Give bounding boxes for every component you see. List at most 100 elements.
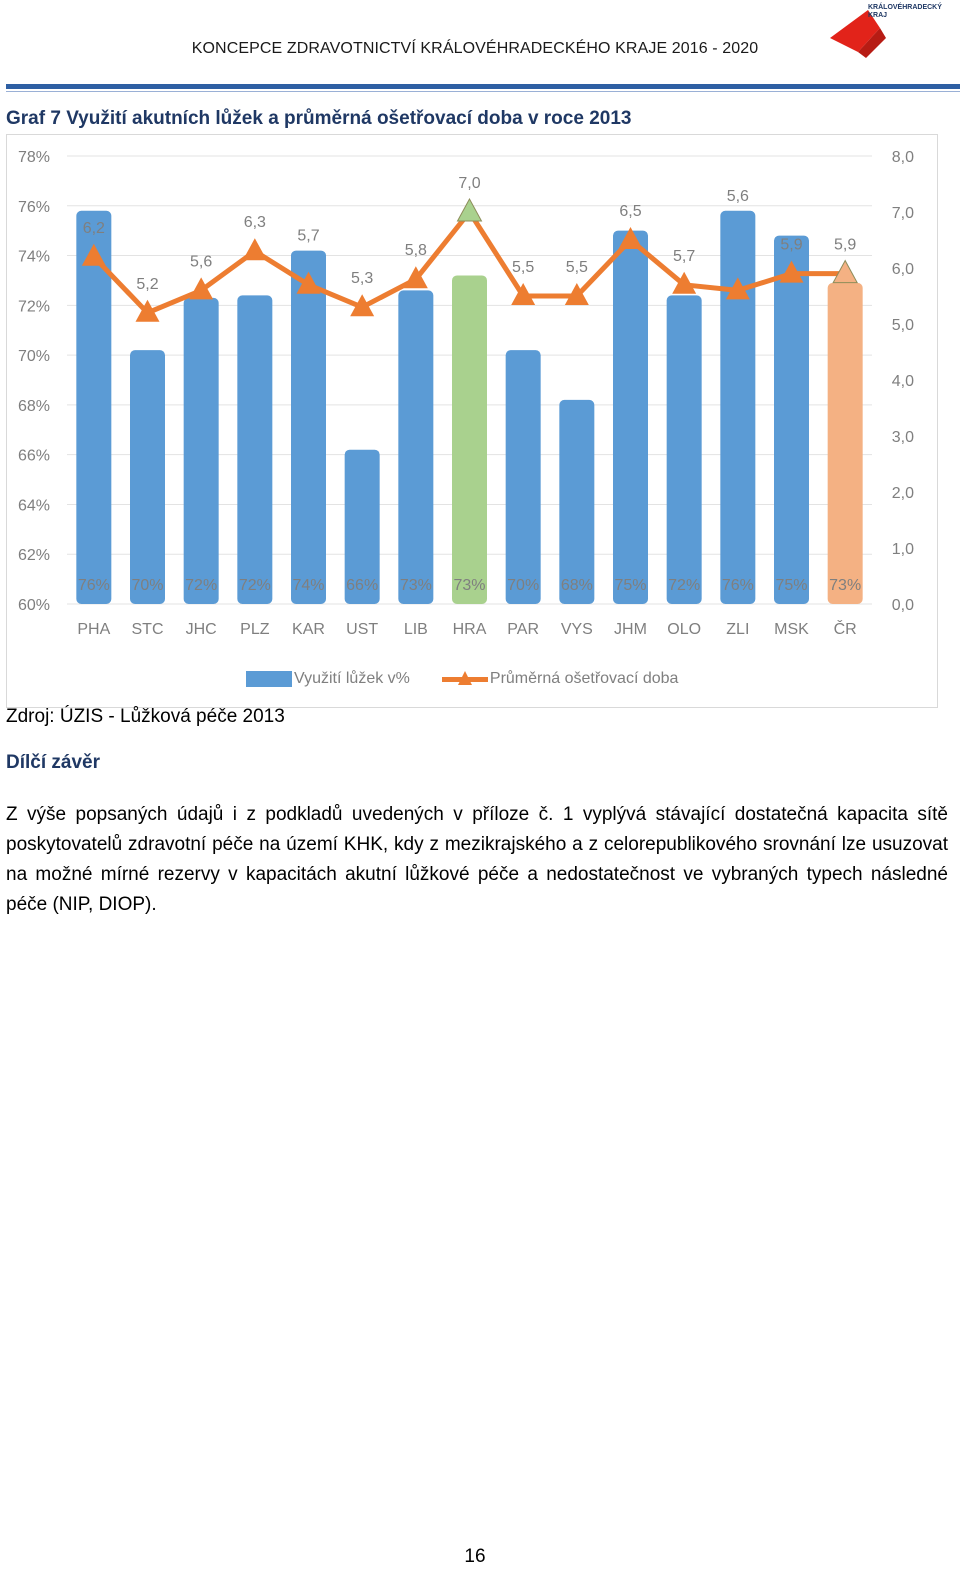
line-data-label: 5,9 bbox=[834, 237, 856, 254]
bar-data-label: 72% bbox=[185, 577, 217, 594]
y-right-tick-label: 8,0 bbox=[892, 149, 914, 166]
y-left-tick-label: 62% bbox=[18, 547, 50, 564]
line-data-label: 6,5 bbox=[619, 203, 641, 220]
bar bbox=[827, 282, 863, 604]
logo-text-line2: KRAJ bbox=[868, 12, 887, 19]
line-marker bbox=[135, 299, 160, 322]
y-left-tick-label: 74% bbox=[18, 249, 50, 266]
y-right-tick-label: 3,0 bbox=[892, 429, 914, 446]
line-data-label: 6,3 bbox=[244, 214, 266, 231]
line-marker bbox=[296, 271, 321, 294]
bar-data-label: 72% bbox=[668, 577, 700, 594]
y-left-tick-label: 66% bbox=[18, 448, 50, 465]
section-heading: Dílčí závěr bbox=[6, 752, 100, 773]
line-marker bbox=[403, 266, 428, 289]
line-data-label: 5,5 bbox=[512, 259, 534, 276]
chart-source: Zdroj: ÚZIS - Lůžková péče 2013 bbox=[6, 706, 285, 727]
y-right-tick-label: 4,0 bbox=[892, 373, 914, 390]
line-marker bbox=[618, 227, 643, 249]
bar-data-label: 73% bbox=[829, 577, 861, 594]
line-marker bbox=[81, 243, 106, 266]
line-marker bbox=[779, 260, 804, 283]
bar-data-label: 73% bbox=[400, 577, 432, 594]
line-data-label: 5,7 bbox=[673, 248, 695, 265]
x-tick-label: PHA bbox=[77, 621, 110, 638]
line-data-label: 5,7 bbox=[297, 228, 319, 245]
line-marker bbox=[832, 259, 859, 284]
line-marker bbox=[564, 283, 589, 305]
x-tick-label: JHM bbox=[614, 621, 647, 638]
legend-item-bars: Využití lůžek v% bbox=[246, 670, 410, 688]
y-left-tick-label: 60% bbox=[18, 597, 50, 614]
legend-label-bars: Využití lůžek v% bbox=[294, 670, 410, 687]
line-data-label: 5,6 bbox=[190, 253, 212, 270]
line-data-label: 5,5 bbox=[566, 259, 588, 276]
y-left-tick-label: 64% bbox=[18, 497, 50, 514]
chart: 60% 62% 64% 66% 68% 70% 72% 74% 76% 78% 0,0 1,0 2,0 3… bbox=[18, 149, 914, 638]
bar bbox=[720, 210, 756, 604]
x-tick-label: KAR bbox=[292, 621, 325, 638]
y-left-tick-label: 76% bbox=[18, 199, 50, 216]
y-left-tick-label: 78% bbox=[18, 149, 50, 166]
page-number: 16 bbox=[464, 1546, 486, 1567]
y-right-tick-label: 0,0 bbox=[892, 597, 914, 614]
line-data-label: 7,0 bbox=[458, 175, 480, 192]
x-tick-label: UST bbox=[346, 621, 378, 638]
bar bbox=[237, 295, 273, 604]
bar bbox=[774, 235, 809, 604]
x-tick-label: PLZ bbox=[240, 621, 270, 638]
bar-data-label: 75% bbox=[614, 577, 646, 594]
x-tick-label: PAR bbox=[507, 621, 539, 638]
line-marker bbox=[456, 197, 483, 222]
x-tick-label: LIB bbox=[404, 621, 428, 638]
conclusion-paragraph: Z výše popsaných údajů i z podkladů uved… bbox=[6, 804, 948, 915]
logo-text-line1: KRÁLOVÉHRADECKÝ bbox=[868, 2, 942, 11]
x-tick-label: HRA bbox=[453, 621, 487, 638]
chart-legend: Využití lůžek v% Průměrná ošetřovací dob… bbox=[246, 668, 678, 690]
bar bbox=[613, 230, 648, 604]
x-tick-label: MSK bbox=[774, 621, 809, 638]
bar-data-label: 68% bbox=[561, 577, 593, 594]
bar-data-label: 76% bbox=[722, 577, 754, 594]
line-marker bbox=[350, 294, 375, 317]
graph-title: Graf 7 Využití akutních lůžek a průměrná… bbox=[6, 108, 632, 129]
y-right-tick-label: 7,0 bbox=[892, 205, 914, 222]
line-data-label: 5,6 bbox=[727, 188, 749, 205]
bar bbox=[452, 275, 487, 604]
line-marker bbox=[242, 238, 267, 261]
region-logo: KRÁLOVÉHRADECKÝ KRAJ bbox=[830, 2, 942, 58]
header-rule-thin bbox=[6, 91, 960, 92]
y-left-tick-label: 70% bbox=[18, 348, 50, 365]
line-data-label: 5,8 bbox=[405, 242, 427, 259]
x-tick-label: ZLI bbox=[726, 621, 749, 638]
line-marker bbox=[189, 277, 214, 300]
bar-data-label: 66% bbox=[346, 577, 378, 594]
logo-flag-shape bbox=[830, 10, 880, 52]
document-header-title: KONCEPCE ZDRAVOTNICTVÍ KRÁLOVÉHRADECKÉHO… bbox=[191, 40, 759, 57]
bar-data-label: 76% bbox=[78, 577, 110, 594]
bar bbox=[130, 350, 165, 604]
bar bbox=[344, 449, 380, 604]
line-marker bbox=[725, 277, 750, 300]
y-right-tick-label: 1,0 bbox=[892, 541, 914, 558]
bar bbox=[666, 295, 702, 604]
bar-data-label: 70% bbox=[507, 577, 539, 594]
x-tick-label: ČR bbox=[834, 619, 857, 638]
y-left-tick-label: 72% bbox=[18, 298, 50, 315]
line-data-label: 5,9 bbox=[780, 237, 802, 254]
bar bbox=[398, 290, 434, 604]
legend-swatch-bars bbox=[246, 671, 292, 687]
bar-data-label: 72% bbox=[239, 577, 271, 594]
bar bbox=[559, 399, 595, 604]
line-data-label: 6,2 bbox=[83, 220, 105, 237]
x-tick-label: OLO bbox=[667, 621, 701, 638]
legend-item-line: Průměrná ošetřovací doba bbox=[410, 670, 678, 688]
bar-data-label: 74% bbox=[292, 577, 324, 594]
line-data-label: 5,3 bbox=[351, 270, 373, 287]
x-tick-label: VYS bbox=[561, 621, 593, 638]
bar bbox=[76, 210, 112, 604]
bar-data-label: 70% bbox=[131, 577, 163, 594]
y-right-tick-label: 2,0 bbox=[892, 485, 914, 502]
bar-data-label: 73% bbox=[453, 577, 485, 594]
bar bbox=[291, 250, 326, 605]
